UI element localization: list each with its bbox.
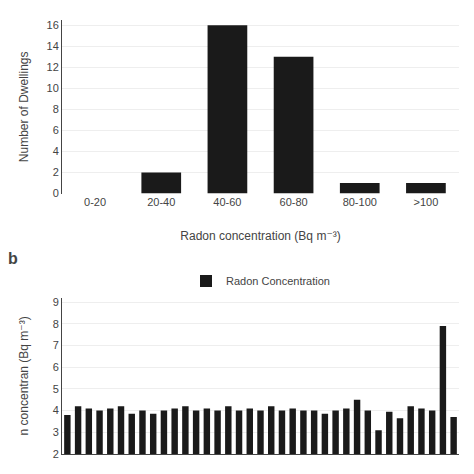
svg-text:40-60: 40-60: [213, 196, 241, 208]
svg-text:9: 9: [53, 296, 59, 308]
svg-text:0-20: 0-20: [84, 196, 106, 208]
svg-text:4: 4: [53, 145, 59, 157]
svg-text:3: 3: [53, 426, 59, 438]
svg-text:80-100: 80-100: [343, 196, 377, 208]
svg-text:10: 10: [47, 82, 59, 94]
svg-text:Radon Concentration: Radon Concentration: [226, 275, 330, 287]
svg-text:>100: >100: [414, 196, 439, 208]
svg-text:2: 2: [53, 166, 59, 178]
svg-text:8: 8: [53, 318, 59, 330]
svg-text:14: 14: [47, 40, 59, 52]
svg-text:6: 6: [53, 124, 59, 136]
svg-text:60-80: 60-80: [280, 196, 308, 208]
svg-text:Radon concentration (Bq m⁻³): Radon concentration (Bq m⁻³): [180, 229, 340, 243]
svg-text:0: 0: [53, 187, 59, 199]
svg-text:6: 6: [53, 361, 59, 373]
svg-text:2: 2: [53, 448, 59, 460]
svg-text:16: 16: [47, 19, 59, 31]
svg-text:4: 4: [53, 404, 59, 416]
svg-text:Number of Dwellings: Number of Dwellings: [17, 51, 31, 162]
svg-text:12: 12: [47, 61, 59, 73]
svg-text:20-40: 20-40: [147, 196, 175, 208]
svg-text:7: 7: [53, 339, 59, 351]
svg-text:8: 8: [53, 103, 59, 115]
svg-text:b: b: [8, 250, 18, 267]
svg-text:n concentran (Bq m⁻³): n concentran (Bq m⁻³): [17, 316, 31, 435]
svg-text:5: 5: [53, 383, 59, 395]
